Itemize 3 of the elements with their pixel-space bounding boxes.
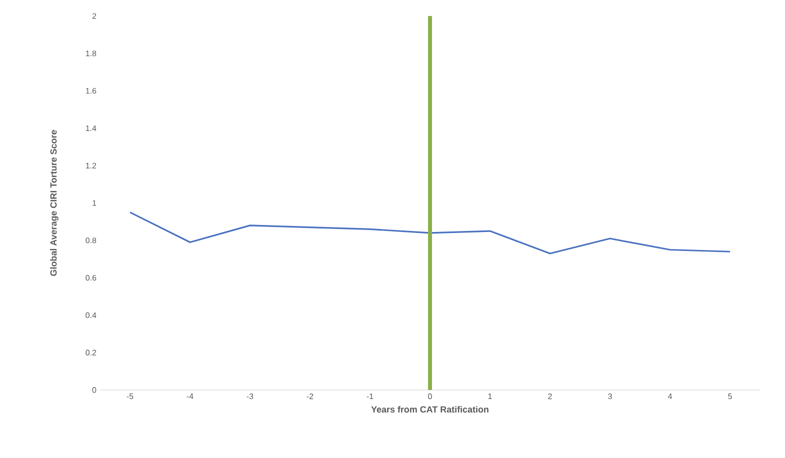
line-series [129, 212, 731, 254]
y-axis-title: Global Average CIRI Torture Score [50, 130, 58, 276]
x-axis-title: Years from CAT Ratification [371, 406, 488, 413]
